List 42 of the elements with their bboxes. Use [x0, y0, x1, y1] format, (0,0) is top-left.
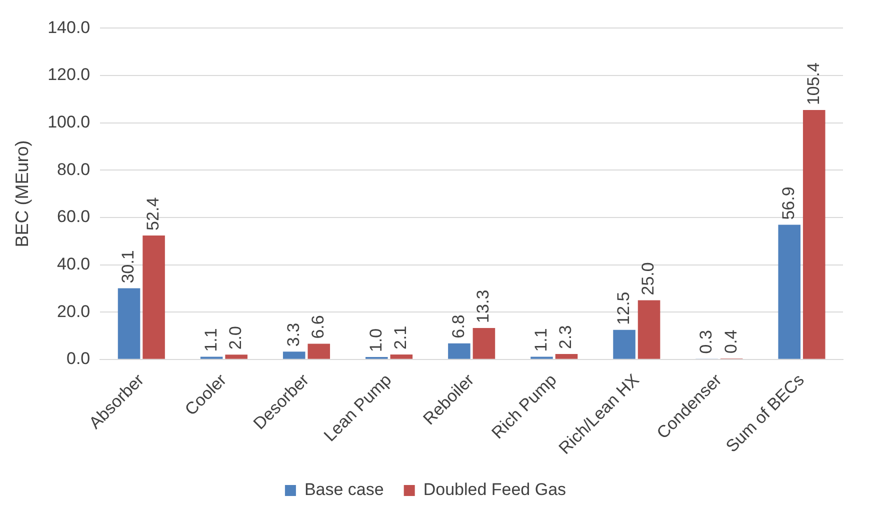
data-label: 30.1	[118, 250, 138, 284]
y-tick-label: 100.0	[48, 112, 90, 132]
data-label: 0.4	[721, 330, 740, 354]
bar	[613, 330, 636, 359]
bar	[282, 352, 306, 359]
data-label: 1.1	[531, 328, 550, 352]
bar	[142, 235, 165, 359]
bar	[778, 224, 800, 359]
bar	[118, 288, 140, 359]
data-label: 13.3	[474, 290, 493, 323]
y-tick-label: 20.0	[57, 302, 90, 321]
bar	[802, 110, 826, 359]
data-label: 2.0	[226, 326, 246, 350]
bar	[225, 354, 248, 359]
data-label: 3.3	[284, 322, 303, 347]
data-label: 25.0	[638, 262, 658, 296]
data-label: 12.5	[614, 292, 633, 325]
data-label: 6.8	[448, 314, 468, 338]
bar	[472, 328, 496, 359]
bar	[448, 343, 470, 359]
bar	[390, 354, 413, 359]
y-axis-title: BEC (MEuro)	[12, 140, 32, 248]
y-tick-label: 0.0	[66, 349, 90, 368]
data-label: 2.3	[556, 325, 576, 349]
data-label: 56.9	[779, 186, 798, 220]
data-label: 6.6	[308, 315, 328, 339]
y-tick-label: 120.0	[48, 65, 90, 84]
y-tick-label: 80.0	[57, 160, 90, 179]
bar	[308, 344, 330, 359]
data-label: 105.4	[804, 62, 823, 106]
legend-label: Base case	[304, 480, 384, 500]
data-label: 0.3	[696, 330, 716, 354]
bar	[555, 354, 578, 359]
data-label: 1.0	[366, 328, 386, 352]
legend-label: Doubled Feed Gas	[423, 480, 566, 500]
y-tick-label: 40.0	[57, 254, 90, 274]
bar	[638, 300, 660, 359]
y-tick-label: 60.0	[57, 207, 90, 226]
y-tick-label: 140.0	[48, 18, 90, 37]
data-label: 52.4	[143, 197, 162, 230]
data-label: 1.1	[201, 328, 220, 352]
data-label: 2.1	[391, 326, 410, 350]
